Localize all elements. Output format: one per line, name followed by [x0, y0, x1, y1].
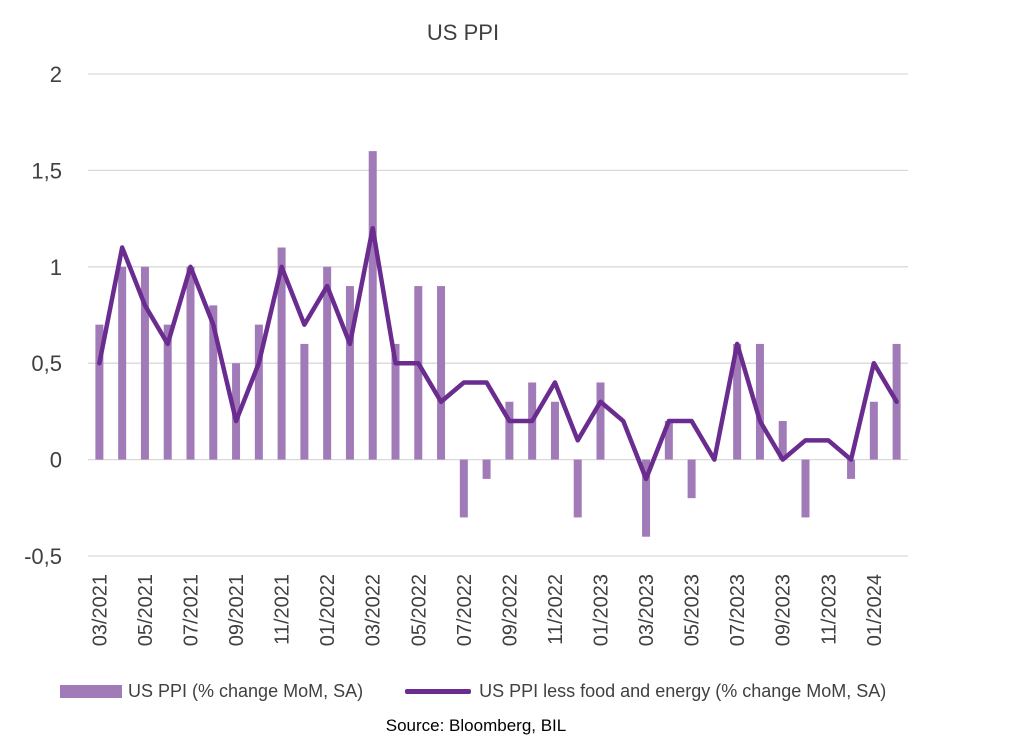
bar — [95, 324, 104, 460]
bar — [482, 459, 491, 479]
x-tick-label: 01/2022 — [317, 574, 339, 646]
bar — [414, 286, 423, 460]
bar — [505, 401, 514, 460]
x-tick-label: 09/2021 — [226, 574, 248, 646]
bar — [209, 305, 218, 460]
bar — [778, 421, 787, 460]
y-tick-label: 2 — [50, 62, 62, 87]
legend: US PPI (% change MoM, SA) US PPI less fo… — [60, 681, 928, 702]
bar — [186, 266, 195, 460]
x-tick-label: 05/2021 — [135, 574, 157, 646]
bar — [300, 343, 309, 460]
bar — [368, 151, 377, 460]
bar — [847, 459, 856, 479]
y-tick-label: 1 — [50, 255, 62, 280]
x-tick-label: 11/2023 — [818, 574, 840, 645]
y-tick-label: 1,5 — [31, 158, 62, 183]
bar — [254, 324, 263, 460]
bar — [459, 459, 468, 518]
x-tick-label: 05/2022 — [408, 574, 430, 646]
legend-bar-label: US PPI (% change MoM, SA) — [128, 681, 364, 701]
bar — [596, 382, 605, 460]
x-tick-label: 07/2023 — [727, 574, 749, 646]
chart-title: US PPI — [427, 20, 499, 45]
legend-item-ppi: US PPI (% change MoM, SA) — [60, 681, 363, 702]
x-tick-label: 03/2021 — [89, 574, 111, 646]
x-tick-label: 09/2023 — [773, 574, 795, 646]
x-tick-label: 11/2021 — [272, 574, 294, 645]
y-axis-ticks: -0,5 0 0,5 1 1,5 2 — [24, 62, 62, 569]
bar — [642, 459, 651, 537]
x-tick-label: 03/2022 — [363, 574, 385, 646]
bar — [550, 401, 559, 460]
chart: US PPI -0,5 0 0,5 1 1,5 2 03/2021 05/2021 07/20… — [24, 20, 908, 646]
legend-item-core-ppi: US PPI less food and energy (% change Mo… — [405, 681, 886, 702]
x-tick-label: 03/2023 — [636, 574, 658, 646]
source-note: Source: Bloomberg, BIL — [385, 716, 567, 735]
legend-line-swatch — [405, 689, 472, 694]
bar — [345, 286, 354, 460]
bar — [163, 324, 172, 460]
x-tick-label: 01/2024 — [864, 574, 886, 646]
y-tick-label: 0 — [50, 448, 62, 473]
x-tick-label: 07/2022 — [454, 574, 476, 646]
bar — [573, 459, 582, 518]
x-tick-label: 09/2022 — [499, 574, 521, 646]
legend-bar-swatch — [60, 685, 122, 698]
bar — [277, 247, 286, 460]
bar — [869, 401, 878, 460]
bar — [755, 343, 764, 460]
bar — [733, 343, 742, 460]
x-tick-label: 05/2023 — [682, 574, 704, 646]
bar — [118, 266, 127, 460]
bar — [437, 286, 446, 460]
x-tick-label: 01/2023 — [591, 574, 613, 646]
bar — [664, 421, 673, 460]
bar — [687, 459, 696, 499]
line-series — [97, 225, 899, 482]
x-axis-ticks: 03/2021 05/2021 07/2021 09/2021 11/2021 01/20… — [89, 574, 885, 646]
bar — [801, 459, 810, 518]
bar — [323, 266, 332, 460]
core-ppi-line — [97, 225, 899, 482]
bar — [140, 266, 149, 460]
bar — [391, 343, 400, 460]
y-tick-label: 0,5 — [31, 351, 62, 376]
x-tick-label: 07/2021 — [181, 574, 203, 646]
x-tick-label: 11/2022 — [545, 574, 567, 645]
legend-line-label: US PPI less food and energy (% change Mo… — [479, 681, 887, 701]
y-tick-label: -0,5 — [24, 544, 62, 569]
